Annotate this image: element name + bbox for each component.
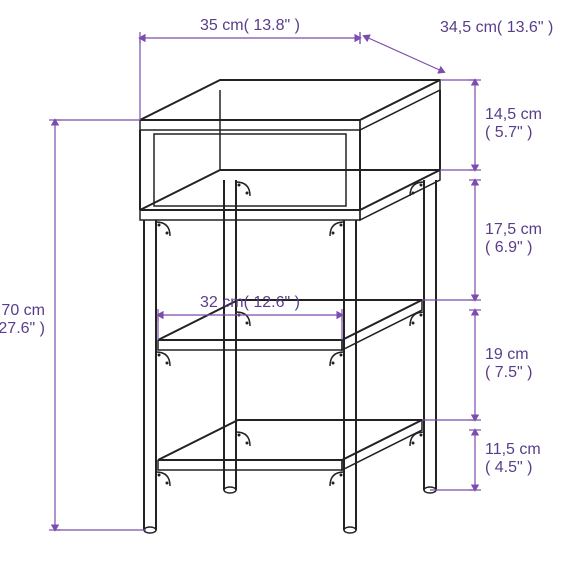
dim-width: 35 cm( 13.8" ) (200, 17, 300, 34)
dim-gap3: 11,5 cm( 4.5" ) (485, 441, 541, 476)
dim-height: 70 cm( 27.6" ) (0, 302, 45, 337)
dim-depth: 34,5 cm( 13.6" ) (440, 19, 553, 36)
dim-box-h: 14,5 cm( 5.7" ) (485, 106, 542, 141)
dim-shelf-w: 32 cm( 12.6" ) (200, 294, 300, 311)
dim-gap1: 17,5 cm( 6.9" ) (485, 221, 542, 256)
dim-gap2: 19 cm( 7.5" ) (485, 346, 532, 381)
